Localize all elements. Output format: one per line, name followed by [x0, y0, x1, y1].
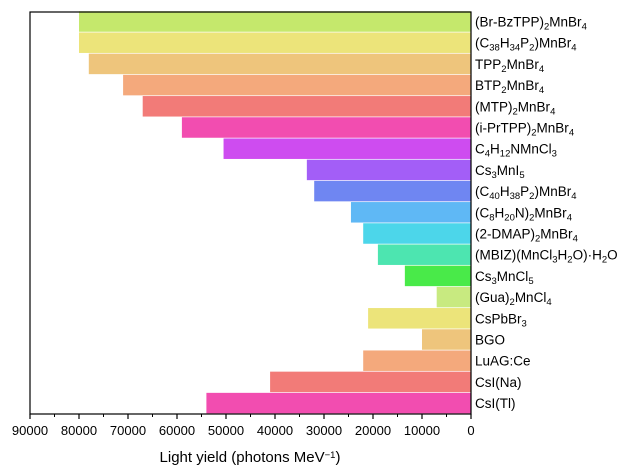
bar-5 — [181, 117, 471, 138]
category-label-14: CsPbBr3 — [475, 311, 527, 329]
x-tick-label-8: 10000 — [404, 423, 440, 438]
category-label-1: (C38H34P2)MnBr4 — [475, 36, 577, 54]
category-label-13: (Gua)2MnCl4 — [475, 290, 552, 308]
category-labels: (Br-BzTPP)2MnBr4 (C38H34P2)MnBr4 TPP2MnBr4… — [475, 15, 618, 412]
bar-8 — [314, 180, 471, 202]
bar-16 — [363, 350, 471, 371]
bar-14 — [368, 308, 471, 329]
bar-17 — [270, 371, 471, 393]
category-label-6: C4H12NMnCl3 — [475, 142, 557, 160]
category-label-2: TPP2MnBr4 — [475, 57, 544, 75]
category-label-10: (2-DMAP)2MnBr4 — [475, 227, 578, 245]
category-label-11: (MBIZ)(MnCl3H2O)·H2O — [475, 248, 618, 266]
bar-0 — [79, 11, 471, 32]
category-label-8: (C40H38P2)MnBr4 — [475, 184, 577, 202]
x-tick-label-3: 60000 — [159, 423, 195, 438]
category-label-12: Cs3MnCl5 — [475, 269, 534, 287]
x-axis-title: Light yield (photons MeV−1) — [160, 449, 341, 466]
x-tick-label-6: 30000 — [306, 423, 342, 438]
category-label-18: CsI(Tl) — [475, 396, 516, 411]
category-label-0: (Br-BzTPP)2MnBr4 — [475, 15, 587, 33]
bar-11 — [377, 244, 471, 265]
bar-9 — [350, 202, 471, 223]
bar-1 — [79, 32, 471, 53]
category-label-7: Cs3MnI5 — [475, 163, 525, 181]
category-label-15: BGO — [475, 333, 505, 348]
bar-2 — [88, 53, 472, 75]
bar-7 — [306, 159, 471, 181]
x-tick-label-4: 50000 — [208, 423, 244, 438]
bar-3 — [123, 74, 471, 96]
x-axis: 90000 80000 70000 60000 50000 40000 30000 20000… — [12, 414, 475, 438]
bars-layer — [79, 11, 472, 414]
category-label-4: (MTP)2MnBr4 — [475, 99, 555, 117]
x-tick-label-0: 90000 — [12, 423, 48, 438]
category-label-9: (C8H20N)2MnBr4 — [475, 205, 572, 223]
x-tick-label-1: 80000 — [61, 423, 97, 438]
category-label-16: LuAG:Ce — [475, 354, 531, 369]
bar-4 — [142, 96, 471, 117]
category-label-17: CsI(Na) — [475, 375, 522, 390]
bar-10 — [363, 223, 471, 244]
x-tick-label-2: 70000 — [110, 423, 146, 438]
bar-6 — [223, 138, 471, 159]
bar-18 — [206, 392, 471, 414]
x-tick-label-9: 0 — [467, 423, 474, 438]
category-label-5: (i-PrTPP)2MnBr4 — [475, 121, 574, 139]
x-tick-label-5: 40000 — [257, 423, 293, 438]
x-tick-label-7: 20000 — [355, 423, 391, 438]
bar-13 — [436, 286, 471, 308]
category-label-3: BTP2MnBr4 — [475, 78, 544, 96]
bar-15 — [422, 329, 471, 350]
bar-12 — [404, 265, 471, 287]
